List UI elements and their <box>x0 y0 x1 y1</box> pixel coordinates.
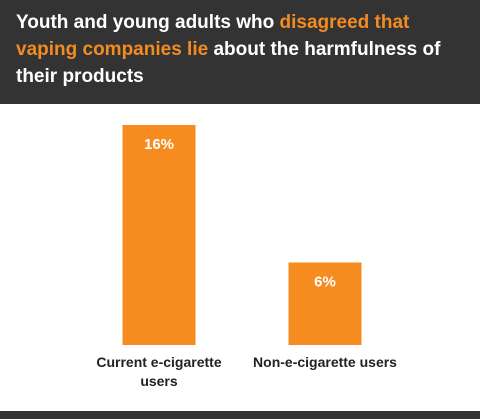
title-segment: disagreed that vaping companies lie <box>16 12 410 60</box>
category-label: Non-e-cigarette users <box>253 354 397 370</box>
bar <box>122 125 196 345</box>
value-label: 6% <box>314 273 336 290</box>
title-segment: Youth and young adults who <box>16 12 280 33</box>
header: Youth and young adults who disagreed tha… <box>0 0 480 104</box>
value-label: 16% <box>144 136 174 153</box>
footer-bar <box>0 411 480 419</box>
bar <box>288 262 362 345</box>
category-label: Current e-cigarette users <box>96 354 222 389</box>
title-segment: about the harmfulness of their products <box>16 39 441 87</box>
